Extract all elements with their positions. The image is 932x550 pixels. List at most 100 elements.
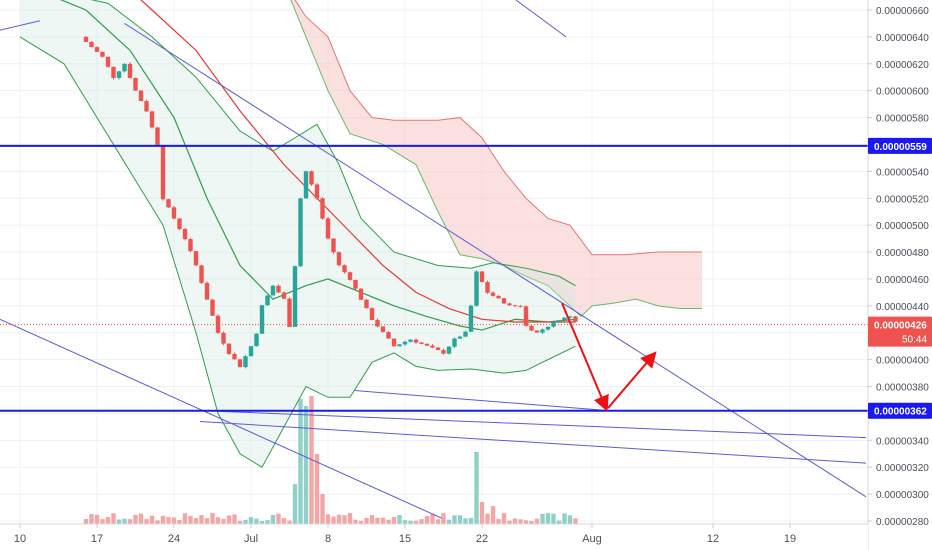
- candle-body: [529, 325, 534, 331]
- cloud-fill: [290, 0, 702, 317]
- volume-bar: [259, 520, 265, 524]
- volume-bar: [474, 452, 479, 524]
- volume-bar: [232, 514, 237, 524]
- candle-body: [573, 316, 578, 322]
- candle-body: [309, 171, 314, 185]
- volume-bar: [336, 514, 342, 524]
- volume-bar: [496, 519, 501, 524]
- volume-bar: [138, 513, 144, 524]
- candle-body: [457, 336, 463, 339]
- volume-bar: [386, 519, 391, 524]
- volume-bar: [94, 514, 100, 524]
- level-label-box: [868, 137, 932, 154]
- candle-body: [551, 321, 556, 327]
- volume-bar: [457, 515, 463, 524]
- moving-average: [140, 0, 576, 323]
- volume-bar: [485, 513, 490, 524]
- candle-body: [204, 282, 210, 300]
- volume-bar: [171, 517, 177, 524]
- volume-bar: [270, 514, 276, 524]
- candle-body: [380, 326, 386, 333]
- time-tick-label: 24: [168, 533, 180, 545]
- price-tick-label: 0.00000380: [876, 383, 929, 394]
- time-axis[interactable]: 10 17 24 Jul 8 15 22 Aug 12 19: [0, 523, 868, 550]
- price-axis[interactable]: 0.00000660 0.00000640 0.00000620 0.00000600…: [867, 0, 932, 550]
- candle-body: [325, 218, 331, 239]
- bollinger-upper: [90, 0, 576, 287]
- volume-bar: [501, 513, 507, 524]
- horizontal-levels: [0, 144, 868, 412]
- volume-bar: [226, 515, 232, 524]
- volume-bar: [149, 515, 155, 524]
- candle-body: [155, 127, 160, 146]
- volume-bar: [413, 520, 419, 524]
- candle-body: [100, 51, 105, 57]
- candle-body: [276, 285, 281, 293]
- time-tick-label: 22: [476, 533, 488, 545]
- candle-body: [468, 305, 474, 332]
- candle-body: [386, 332, 391, 339]
- time-tick-label: 19: [784, 533, 796, 545]
- volume-bar: [210, 513, 215, 524]
- price-tick-label: 0.00000460: [876, 275, 929, 286]
- time-tick-label: 10: [14, 533, 26, 545]
- candle-body: [314, 184, 320, 199]
- candle-body: [540, 329, 545, 333]
- price-tick-label: 0.00000600: [876, 87, 929, 98]
- candle-body: [358, 288, 364, 300]
- bollinger-bands: [19, 0, 576, 468]
- volume-bar: [177, 519, 182, 524]
- volume-bar: [188, 515, 193, 524]
- price-tick-label: 0.00000320: [876, 463, 929, 474]
- volume-bar: [160, 515, 166, 524]
- candle-body: [479, 271, 485, 283]
- candle-body: [556, 320, 562, 322]
- volume-bar: [298, 399, 303, 524]
- volume-bar: [193, 518, 199, 524]
- candle-body: [144, 101, 149, 112]
- price-tick-label: 0.00000300: [876, 490, 929, 501]
- candle-body: [496, 295, 501, 299]
- volume-bar: [562, 513, 567, 524]
- candle-body: [133, 77, 138, 91]
- volume-bar: [221, 518, 226, 524]
- volume-bar: [265, 520, 270, 524]
- volume-bar: [507, 520, 512, 524]
- candle-body: [94, 47, 100, 52]
- candle-body: [430, 345, 435, 348]
- candle-body: [452, 338, 457, 347]
- volume-bar: [556, 520, 562, 524]
- volume-bar: [380, 517, 386, 524]
- candle-body: [270, 285, 276, 296]
- volume-bars: [83, 396, 578, 524]
- price-tick-label: 0.00000340: [876, 436, 929, 447]
- candle-body: [210, 299, 215, 316]
- candle-body: [347, 272, 353, 280]
- candle-body: [116, 71, 122, 78]
- ichimoku-cloud: [290, 0, 702, 318]
- volume-bar: [347, 513, 353, 524]
- candle-body: [342, 265, 347, 273]
- trend-line: [515, 0, 567, 38]
- time-tick-label: 15: [399, 533, 411, 545]
- volume-bar: [331, 516, 336, 524]
- candle-body: [408, 339, 413, 342]
- candle-body: [446, 346, 452, 354]
- volume-bar: [512, 518, 518, 524]
- volume-bar: [430, 513, 435, 524]
- candle-body: [221, 332, 226, 344]
- cloud-edge-top: [294, 0, 702, 256]
- countdown-label: 50:44: [902, 335, 927, 346]
- volume-bar: [237, 520, 243, 524]
- time-tick-label: 8: [325, 533, 331, 545]
- candle-body: [105, 56, 111, 67]
- candle-body: [111, 66, 116, 78]
- price-tick-label: 0.00000660: [876, 6, 929, 17]
- candle-body: [463, 331, 468, 337]
- volume-bar: [243, 519, 248, 524]
- volume-bar: [490, 506, 496, 524]
- projection-arrows: [561, 302, 657, 412]
- volume-bar: [567, 515, 573, 524]
- candle-body: [435, 347, 441, 351]
